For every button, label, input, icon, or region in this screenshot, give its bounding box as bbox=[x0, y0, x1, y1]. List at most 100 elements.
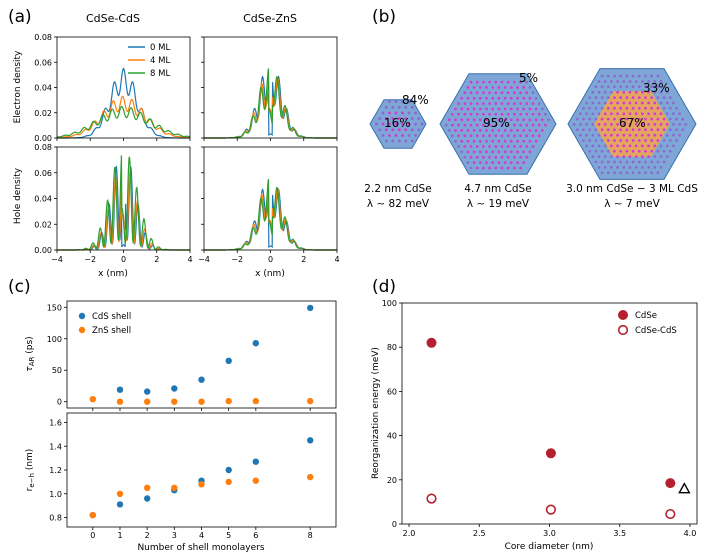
atom bbox=[397, 117, 401, 120]
atom bbox=[662, 117, 666, 121]
atom bbox=[404, 139, 408, 143]
atom bbox=[414, 133, 417, 137]
point-cds bbox=[225, 357, 232, 364]
atom bbox=[668, 128, 672, 132]
atom bbox=[622, 80, 626, 83]
atom bbox=[656, 85, 660, 89]
atom bbox=[485, 86, 488, 89]
atom bbox=[497, 96, 501, 100]
panel-c-letter: (c) bbox=[8, 277, 31, 297]
y-tick-label: 0.08 bbox=[34, 33, 52, 42]
atom bbox=[653, 155, 657, 158]
atom bbox=[675, 139, 678, 142]
atom bbox=[500, 80, 504, 84]
atom bbox=[662, 139, 666, 142]
atom bbox=[622, 123, 626, 126]
atom bbox=[509, 118, 513, 122]
atom bbox=[603, 123, 607, 126]
atom bbox=[662, 106, 666, 110]
atom bbox=[591, 144, 595, 148]
atom bbox=[588, 149, 592, 153]
atom bbox=[407, 111, 411, 115]
atom bbox=[606, 85, 610, 89]
atom bbox=[641, 144, 644, 148]
atom bbox=[394, 122, 398, 126]
atom bbox=[469, 91, 473, 95]
atom bbox=[603, 101, 607, 105]
atom bbox=[472, 118, 476, 122]
y-tick-label: 1.6 bbox=[49, 419, 62, 428]
atom bbox=[544, 123, 547, 127]
curve-4ml bbox=[204, 185, 337, 251]
atom bbox=[519, 80, 522, 84]
y-tick-label: 80 bbox=[387, 343, 397, 352]
atom bbox=[509, 96, 513, 100]
atom bbox=[631, 74, 635, 78]
atom bbox=[582, 128, 585, 132]
atom bbox=[482, 102, 485, 105]
atom bbox=[513, 145, 516, 148]
atom bbox=[610, 144, 613, 148]
panel-d-letter: (d) bbox=[372, 277, 396, 297]
atom bbox=[500, 102, 504, 105]
atom bbox=[475, 80, 479, 84]
x-tick-label: 4 bbox=[187, 255, 192, 264]
atom bbox=[659, 80, 663, 83]
atom bbox=[659, 101, 663, 105]
atom bbox=[622, 90, 626, 94]
atom bbox=[417, 128, 421, 132]
atom bbox=[460, 118, 464, 122]
atom bbox=[469, 123, 473, 127]
atom bbox=[668, 117, 672, 121]
atom bbox=[528, 86, 532, 89]
y-tick-label: 100 bbox=[47, 335, 62, 344]
point-zns bbox=[252, 477, 259, 484]
atom bbox=[628, 101, 632, 105]
atom bbox=[662, 128, 666, 132]
point-zns bbox=[89, 511, 97, 519]
atom bbox=[478, 150, 482, 154]
atom bbox=[494, 145, 498, 148]
atom bbox=[485, 118, 488, 122]
atom bbox=[488, 102, 491, 105]
atom bbox=[594, 139, 598, 142]
atom bbox=[631, 171, 635, 175]
atom bbox=[466, 129, 470, 132]
atom bbox=[613, 85, 616, 89]
atom bbox=[591, 133, 595, 137]
atom bbox=[472, 96, 476, 100]
atom bbox=[641, 90, 644, 94]
atom bbox=[547, 118, 550, 122]
atom bbox=[491, 129, 495, 132]
x-tick-label: 3.0 bbox=[543, 529, 556, 538]
atom bbox=[460, 139, 464, 143]
atom bbox=[469, 166, 473, 170]
atom bbox=[463, 134, 467, 138]
atom bbox=[506, 134, 510, 138]
atom bbox=[594, 149, 598, 153]
legend-label-zns: ZnS shell bbox=[92, 326, 131, 336]
scatter-tau-ar: 0 50 100 150 bbox=[47, 303, 314, 411]
atom bbox=[469, 112, 473, 116]
atom bbox=[466, 107, 470, 111]
atom bbox=[500, 166, 504, 170]
atom bbox=[478, 96, 482, 100]
atom bbox=[647, 123, 650, 126]
atom bbox=[503, 129, 507, 132]
atom bbox=[662, 96, 666, 99]
atom bbox=[600, 160, 604, 164]
atom bbox=[534, 96, 538, 100]
atom bbox=[500, 134, 504, 138]
legend-label-0ml: 0 ML bbox=[150, 43, 170, 53]
atom bbox=[457, 145, 460, 148]
atom bbox=[528, 107, 532, 111]
atom bbox=[516, 118, 519, 122]
atom bbox=[466, 96, 470, 100]
atom bbox=[522, 129, 526, 132]
atom bbox=[644, 160, 647, 164]
atom bbox=[647, 166, 650, 169]
point-cds bbox=[307, 437, 314, 444]
percent-outer-medium: 5% bbox=[519, 71, 538, 85]
atom bbox=[681, 117, 685, 121]
caption-small-line2: λ ∼ 82 meV bbox=[367, 198, 430, 210]
